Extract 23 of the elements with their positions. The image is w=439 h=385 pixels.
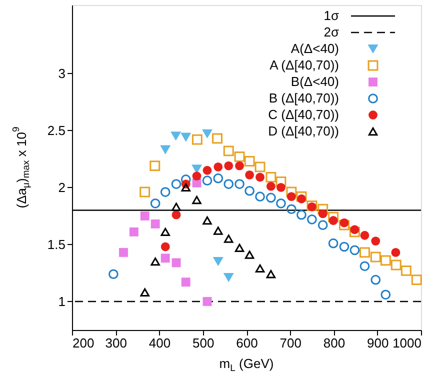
legend-label: C (Δ[40,70)) [268,107,339,122]
x-tick-label: 700 [280,336,302,350]
legend-label: 1σ [324,8,339,23]
x-tick-label: 200 [72,336,94,350]
x-tick-label: 1000 [392,336,422,350]
y-tick-label: 1 [58,294,66,309]
legend-label: B (Δ[40,70)) [268,90,339,106]
legend-label: D (Δ[40,70)) [268,124,339,138]
x-tick-label: 800 [323,336,346,350]
y-tick-label: 1.5 [47,236,66,252]
y-tick-label: 2 [58,180,66,195]
x-tick-label: 600 [236,336,258,350]
x-tick-label: 300 [105,336,127,350]
legend-label: B(Δ<40) [290,74,339,89]
y-tick-label: 2.5 [47,122,66,138]
y-axis-title: (Δaμ)max x 109 [11,126,32,208]
x-tick-label: 400 [148,336,171,350]
legend-label: A(Δ<40) [290,41,339,56]
y-tick-label: 3 [58,66,66,81]
x-tick-label: 900 [367,336,389,350]
legend-label: A (Δ[40,70)) [270,58,339,72]
x-tick-label: 500 [192,336,214,350]
legend-label: 2σ [324,24,339,40]
